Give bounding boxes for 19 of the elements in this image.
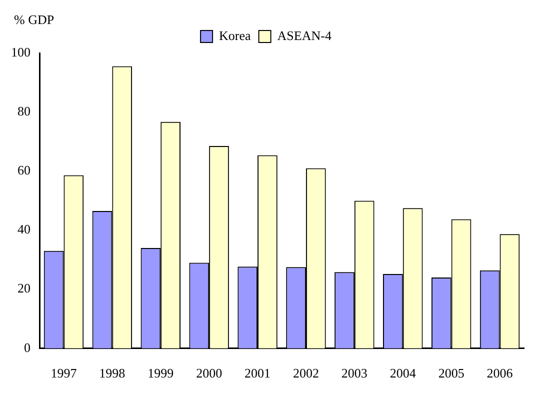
- x-tick-label: 1998: [99, 366, 126, 381]
- x-tick-label: 2002: [292, 366, 319, 381]
- y-tick-label: 20: [18, 280, 30, 296]
- x-tick-label: 2004: [390, 366, 416, 381]
- x-tick-label: 2003: [341, 366, 368, 381]
- y-tick-label: 0: [24, 340, 30, 355]
- legend-label: Korea: [219, 28, 252, 43]
- x-tick-label: 2001: [244, 366, 271, 381]
- x-tick-label: 2006: [486, 366, 514, 381]
- y-tick-label: 60: [18, 162, 30, 178]
- y-tick-label: 100: [11, 44, 30, 60]
- y-tick-label: 80: [18, 104, 30, 118]
- y-tick-label: 40: [18, 222, 30, 237]
- legend-label: ASEAN-4: [277, 28, 332, 43]
- y-axis-title: % GDP: [14, 12, 54, 27]
- x-tick-label: 1997: [50, 366, 78, 381]
- x-tick-label: 2005: [438, 366, 464, 381]
- x-tick-label: 2000: [196, 366, 222, 381]
- x-tick-label: 1999: [148, 366, 174, 381]
